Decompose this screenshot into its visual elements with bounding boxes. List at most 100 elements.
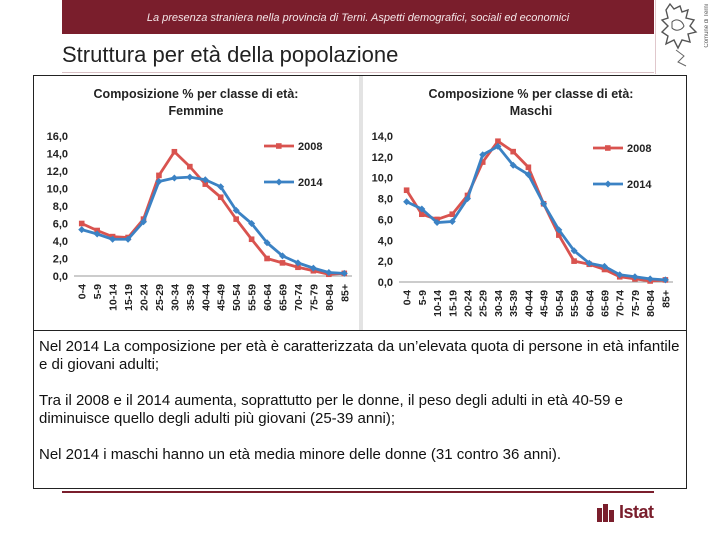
maschi-legend-2014-label: 2014 [627,179,652,191]
femmine-series-2014-point [124,235,132,243]
femmine-legend-2014-marker [275,178,283,186]
maschi-x-tick-label: 80-84 [645,290,657,317]
femmine-y-tick-label: 0,0 [53,271,68,283]
femmine-series-2014-point [140,218,147,226]
maschi-y-tick-label: 14,0 [372,131,393,143]
maschi-series-2008-line [405,139,666,283]
maschi-x-tick-label: 70-74 [615,290,627,317]
maschi-series-2014-point [464,195,471,203]
femmine-series-2008-point [217,194,224,201]
maschi-x-tick-label: 55-59 [569,290,581,317]
femmine-x-tick-label: 25-29 [154,284,166,311]
maschi-legend-2008-label: 2008 [627,143,651,155]
maschi-series-2008-point [419,211,425,218]
femmine-series-2008-line [81,150,345,276]
istat-logo-icon [597,504,614,522]
femmine-x-tick-label: 40-44 [200,284,212,311]
maschi-title-line-1: Composizione % per classe di età: [429,87,634,101]
maschi-series-2014-point [509,161,517,169]
maschi-series-2014-point [403,198,411,206]
chart-maschi: Composizione % per classe di età: Maschi 0… [372,87,673,317]
femmine-series-2008-point [78,220,85,227]
maschi-x-tick-label: 0-4 [402,290,414,305]
maschi-series-2014-point [524,171,532,179]
femmine-x-tick-label: 80-84 [324,284,336,311]
femmine-series-2008-point [233,216,239,222]
maschi-series-2014-point [601,262,608,270]
content-panel: Composizione % per classe di età: Femmine… [33,75,687,489]
maschi-x-tick-label: 35-39 [508,290,520,317]
maschi-x-tick-label: 45-49 [539,290,551,317]
maschi-x-tick-label: 40-44 [523,290,535,317]
femmine-x-tick-label: 0-4 [77,284,89,299]
femmine-series-2008-point [156,172,162,179]
maschi-legend-2014-marker [604,180,612,188]
maschi-x-tick-label: 75-79 [630,290,642,317]
femmine-y-tick-label: 6,0 [53,219,68,231]
femmine-x-tick-label: 60-64 [262,284,274,311]
femmine-y-tick-label: 12,0 [47,166,68,178]
femmine-series-2014-point [93,230,101,238]
femmine-series-2008-point [295,264,301,271]
maschi-series-2008-point [571,258,577,264]
maschi-series-2008-point [556,232,562,238]
femmine-series-2014-point [248,220,256,227]
femmine-series-2014-point [232,206,240,214]
femmine-x-tick-label: 70-74 [293,284,305,311]
femmine-series-2008-point [202,181,209,187]
maschi-y-tick-label: 10,0 [372,173,393,185]
maschi-series-2014-point [418,205,426,213]
maschi-y-tick-label: 6,0 [378,214,393,226]
femmine-series-2014-point [279,252,286,260]
commentary-paragraph-1: Nel 2014 La composizione per età è carat… [39,338,680,373]
femmine-legend-2008-label: 2008 [298,141,322,153]
maschi-x-tick-label: 50-54 [554,290,566,317]
femmine-x-tick-label: 65-69 [278,284,290,311]
footer-divider [62,491,654,493]
femmine-series-2014-point [170,174,178,182]
femmine-y-tick-label: 10,0 [47,184,68,196]
femmine-series-2008-point [94,227,100,234]
femmine-y-tick-label: 16,0 [47,131,68,143]
maschi-series-2014-point [479,151,487,159]
commentary-paragraph-3: Nel 2014 i maschi hanno un età media min… [39,446,561,463]
maschi-series-2014-line [406,145,666,282]
femmine-series-2014-point [325,269,333,276]
istat-logo-text: Istat [619,502,654,522]
femmine-x-tick-label: 5-9 [92,284,104,299]
femmine-series-2008-point [187,163,193,170]
femmine-legend-2008-marker [276,143,282,149]
commentary: Nel 2014 La composizione per età è carat… [39,338,681,482]
femmine-x-tick-label: 10-14 [108,284,120,311]
maschi-series-2014-point [570,247,578,255]
femmine-series-2014-point [309,264,317,272]
femmine-y-tick-label: 14,0 [47,149,68,161]
maschi-series-2014-point [555,226,563,234]
maschi-legend-2008-marker [605,145,611,151]
slide-title: Struttura per età della popolazione [62,42,399,67]
maschi-x-tick-label: 60-64 [584,290,596,317]
femmine-series-2014-point [109,235,117,243]
maschi-series-2014-point [661,276,669,284]
maschi-series-2014-point [646,275,654,283]
maschi-series-2008-point [495,138,501,145]
charts-divider [359,76,363,331]
maschi-series-2008-point [449,211,456,218]
femmine-x-tick-label: 75-79 [308,284,320,311]
commentary-paragraph-2: Tra il 2008 e il 2014 aumenta, soprattut… [39,392,623,427]
maschi-x-tick-label: 85+ [660,290,672,308]
femmine-legend-2014-label: 2014 [298,177,323,189]
maschi-series-2014-point [616,271,624,279]
femmine-x-tick-label: 15-19 [123,284,135,311]
maschi-series-2008-point [403,187,410,194]
femmine-series-2008-point [279,260,286,266]
title-divider [62,72,654,73]
header-banner: La presenza straniera nella provincia di… [62,0,654,34]
maschi-x-tick-label: 15-19 [447,290,459,317]
maschi-y-tick-label: 4,0 [378,235,393,247]
maschi-y-tick-label: 8,0 [378,194,393,206]
maschi-series-2008-point [510,148,516,155]
slide-title-area: Struttura per età della popolazione [62,34,654,74]
charts-bottom-border [34,330,686,331]
maschi-x-tick-label: 10-14 [432,290,444,317]
